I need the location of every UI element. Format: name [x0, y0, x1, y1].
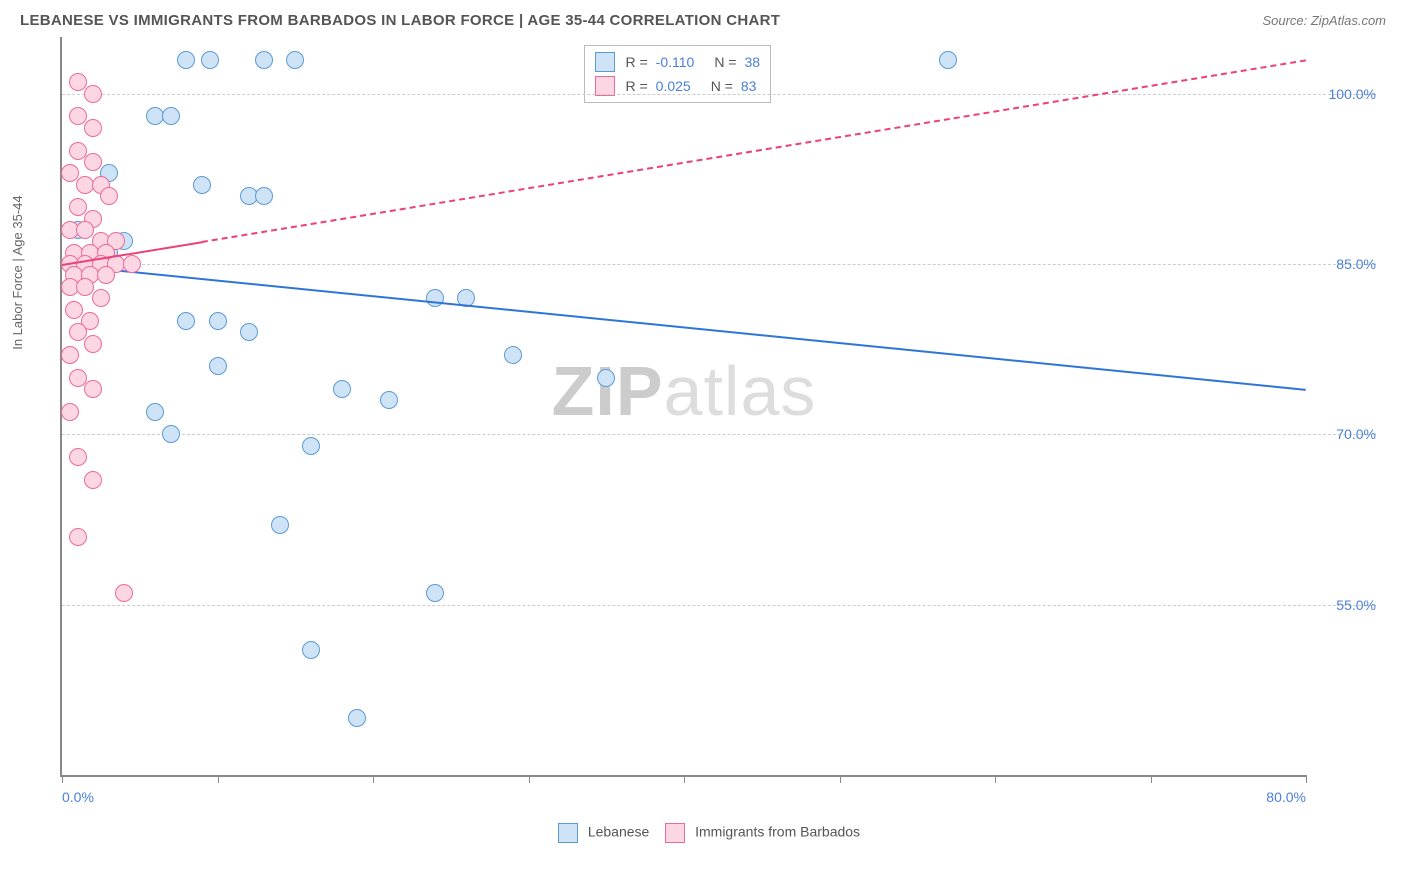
data-point	[92, 289, 110, 307]
data-point	[426, 289, 444, 307]
y-tick-label: 100.0%	[1323, 86, 1376, 102]
data-point	[115, 584, 133, 602]
n-value: 83	[741, 78, 757, 94]
legend-label-lebanese: Lebanese	[588, 824, 650, 840]
data-point	[65, 301, 83, 319]
gridline	[62, 605, 1376, 606]
x-tick	[1151, 775, 1152, 783]
data-point	[255, 51, 273, 69]
data-point	[69, 198, 87, 216]
n-label: N =	[711, 78, 733, 94]
bottom-legend: Lebanese Immigrants from Barbados	[0, 817, 1406, 843]
data-point	[100, 187, 118, 205]
data-point	[302, 437, 320, 455]
data-point	[76, 278, 94, 296]
data-point	[123, 255, 141, 273]
watermark: ZIPatlas	[552, 351, 817, 431]
data-point	[69, 369, 87, 387]
r-value: -0.110	[656, 54, 695, 70]
data-point	[286, 51, 304, 69]
stats-row: R = -0.110 N = 38	[595, 50, 760, 74]
x-tick	[995, 775, 996, 783]
chart-container: In Labor Force | Age 35-44 ZIPatlas R = …	[20, 37, 1386, 817]
data-point	[597, 369, 615, 387]
x-tick	[62, 775, 63, 783]
data-point	[240, 323, 258, 341]
data-point	[61, 164, 79, 182]
y-tick-label: 70.0%	[1330, 426, 1376, 442]
data-point	[162, 107, 180, 125]
y-tick-label: 85.0%	[1330, 256, 1376, 272]
data-point	[146, 403, 164, 421]
r-value: 0.025	[656, 78, 691, 94]
data-point	[84, 380, 102, 398]
data-point	[84, 335, 102, 353]
data-point	[302, 641, 320, 659]
data-point	[69, 107, 87, 125]
gridline	[62, 264, 1376, 265]
data-point	[939, 51, 957, 69]
source-label: Source: ZipAtlas.com	[1262, 13, 1386, 28]
x-tick	[529, 775, 530, 783]
data-point	[380, 391, 398, 409]
n-label: N =	[714, 54, 736, 70]
r-label: R =	[625, 78, 647, 94]
data-point	[209, 312, 227, 330]
swatch-barbados	[665, 823, 685, 843]
gridline	[62, 94, 1376, 95]
data-point	[84, 153, 102, 171]
data-point	[162, 425, 180, 443]
data-point	[69, 323, 87, 341]
data-point	[177, 51, 195, 69]
data-point	[209, 357, 227, 375]
data-point	[255, 187, 273, 205]
x-tick	[684, 775, 685, 783]
r-label: R =	[625, 54, 647, 70]
x-tick	[373, 775, 374, 783]
swatch-lebanese	[558, 823, 578, 843]
data-point	[61, 346, 79, 364]
data-point	[201, 51, 219, 69]
data-point	[84, 85, 102, 103]
data-point	[426, 584, 444, 602]
data-point	[61, 403, 79, 421]
data-point	[504, 346, 522, 364]
data-point	[193, 176, 211, 194]
x-tick	[840, 775, 841, 783]
data-point	[84, 471, 102, 489]
x-tick	[218, 775, 219, 783]
swatch-lebanese	[595, 52, 615, 72]
data-point	[84, 119, 102, 137]
data-point	[271, 516, 289, 534]
x-tick	[1306, 775, 1307, 783]
gridline	[62, 434, 1376, 435]
plot-area: ZIPatlas R = -0.110 N = 38 R = 0.025 N =…	[60, 37, 1306, 777]
legend-label-barbados: Immigrants from Barbados	[695, 824, 860, 840]
data-point	[76, 221, 94, 239]
data-point	[177, 312, 195, 330]
x-tick-label: 0.0%	[62, 789, 94, 805]
data-point	[69, 448, 87, 466]
n-value: 38	[745, 54, 761, 70]
x-tick-label: 80.0%	[1266, 789, 1306, 805]
y-axis-label: In Labor Force | Age 35-44	[10, 195, 25, 349]
data-point	[97, 266, 115, 284]
data-point	[69, 142, 87, 160]
data-point	[348, 709, 366, 727]
data-point	[333, 380, 351, 398]
data-point	[69, 73, 87, 91]
y-tick-label: 55.0%	[1330, 597, 1376, 613]
data-point	[69, 528, 87, 546]
chart-title: LEBANESE VS IMMIGRANTS FROM BARBADOS IN …	[20, 12, 780, 29]
